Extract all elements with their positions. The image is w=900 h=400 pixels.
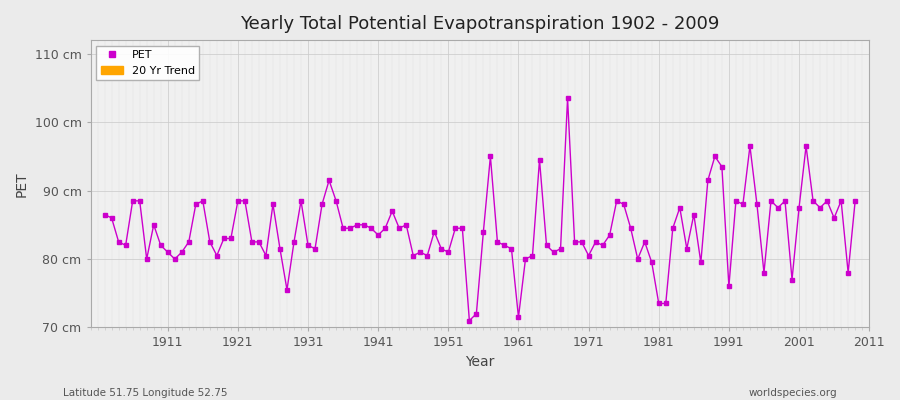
Y-axis label: PET: PET	[15, 171, 29, 196]
Text: worldspecies.org: worldspecies.org	[749, 388, 837, 398]
Text: Latitude 51.75 Longitude 52.75: Latitude 51.75 Longitude 52.75	[63, 388, 228, 398]
X-axis label: Year: Year	[465, 355, 495, 369]
Legend: PET, 20 Yr Trend: PET, 20 Yr Trend	[96, 46, 199, 80]
Title: Yearly Total Potential Evapotranspiration 1902 - 2009: Yearly Total Potential Evapotranspiratio…	[240, 15, 720, 33]
